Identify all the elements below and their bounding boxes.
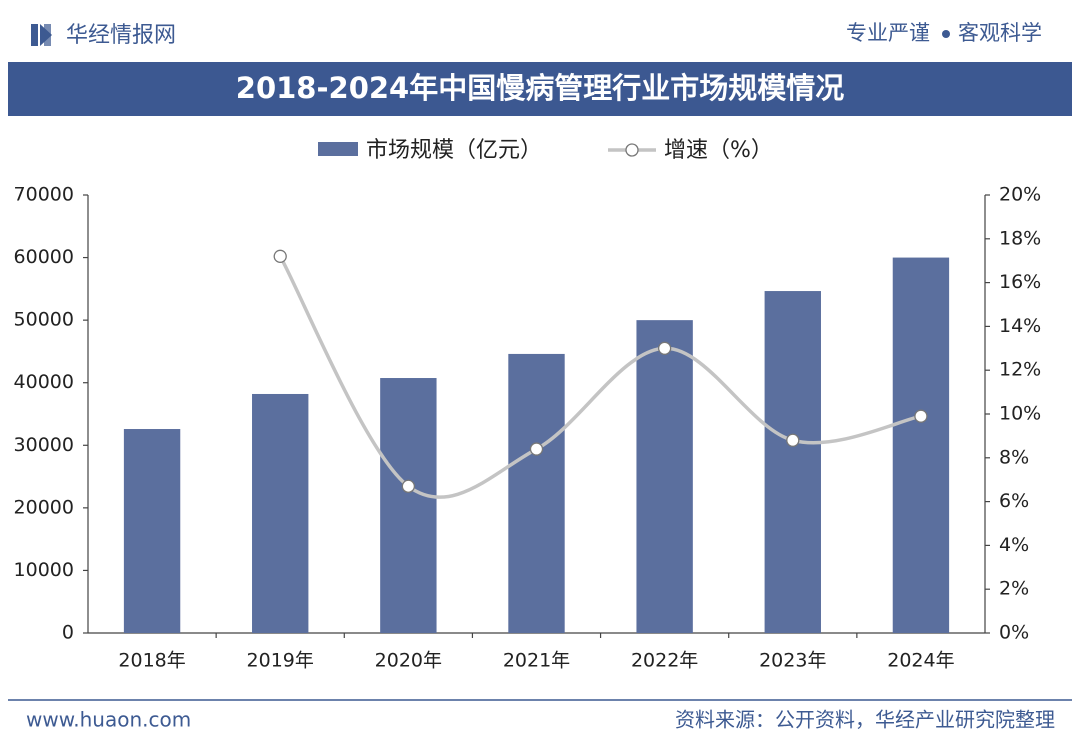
y-tick-label: 30000 [14,434,74,456]
bar [764,291,821,633]
y-tick-label: 40000 [14,371,74,393]
y2-tick-label: 10% [999,403,1041,425]
x-tick-label: 2020年 [375,650,442,672]
x-tick-label: 2023年 [759,650,826,672]
y-tick-label: 20000 [14,496,74,518]
line-point [401,479,416,493]
y2-tick-label: 16% [999,271,1041,293]
x-tick-label: 2024年 [887,650,954,672]
y2-tick-label: 0% [999,622,1029,644]
title-band [8,62,1072,116]
y2-tick-label: 6% [999,490,1029,512]
legend-swatch [625,143,639,157]
line-point [273,249,287,263]
x-tick-label: 2021年 [503,650,570,672]
line-point [786,433,800,447]
y2-tick-label: 18% [999,227,1041,249]
bar [892,257,950,633]
y2-tick-label: 4% [999,534,1029,556]
chart-title: 2018-2024年中国慢病管理行业市场规模情况 [236,71,844,105]
bar [123,429,181,633]
line-point [657,341,672,355]
x-tick-label: 2018年 [118,650,185,672]
source: 资料来源：公开资料，华经产业研究院整理 [675,708,1055,732]
y-tick-label: 60000 [14,246,74,268]
legend-label: 增速（%） [664,138,773,163]
logo [31,24,52,46]
website: www.huaon.com [26,708,191,732]
bar [252,393,309,633]
y-tick-label: 50000 [14,309,74,331]
bar [508,353,565,633]
slogan: 专业严谨 [846,21,930,45]
x-tick-label: 2019年 [247,650,314,672]
bar [380,378,437,633]
line-point [529,442,544,456]
y2-tick-label: 2% [999,578,1029,600]
slogan: 客观科学 [958,21,1042,45]
y-tick-label: 0 [62,622,74,644]
y2-tick-label: 12% [999,359,1041,381]
brand: 华经情报网 [66,23,176,48]
y2-tick-label: 8% [999,446,1029,468]
slogan-dot [942,30,950,38]
y2-tick-label: 14% [999,315,1041,337]
bar [636,320,693,633]
y-tick-label: 10000 [14,559,74,581]
legend-label: 市场规模（亿元） [366,138,542,163]
y-tick-label: 70000 [14,184,74,206]
x-tick-label: 2022年 [631,650,698,672]
line-point [914,409,928,423]
y2-tick-label: 20% [999,184,1041,206]
legend-swatch [318,142,358,156]
